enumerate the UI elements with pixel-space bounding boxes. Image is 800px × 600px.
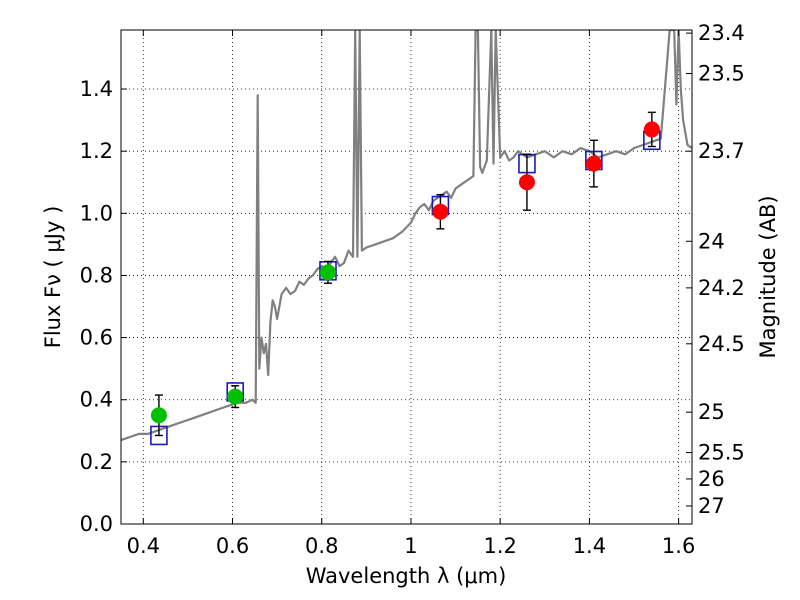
magnitude-tick-label: 23.5 bbox=[698, 61, 745, 85]
x-axis-label: Wavelength λ (μm) bbox=[306, 564, 507, 588]
axis-ticks: 0.4 0.6 0.8 1 1.2 1.4 1.6 0.0 0.2 0.4 0.6 0.8 1.0 1.2… bbox=[80, 21, 745, 558]
data-point-optical bbox=[150, 407, 167, 424]
x-tick-label: 1.4 bbox=[573, 534, 606, 558]
data-point-near-infrared bbox=[643, 121, 660, 138]
y-tick-label: 0.4 bbox=[80, 388, 113, 412]
y2-axis-label: Magnitude (AB) bbox=[756, 195, 780, 358]
magnitude-tick-label: 23.4 bbox=[698, 21, 745, 45]
data-point-near-infrared bbox=[432, 203, 449, 220]
y-tick-label: 1.4 bbox=[80, 77, 113, 101]
y-axis-label: Flux Fν ( μJy ) bbox=[41, 206, 65, 349]
x-tick-label: 0.4 bbox=[127, 534, 160, 558]
y-tick-label: 1.2 bbox=[80, 139, 113, 163]
magnitude-tick-label: 24 bbox=[698, 229, 725, 253]
y-tick-label: 0.0 bbox=[80, 512, 113, 536]
magnitude-tick-label: 27 bbox=[698, 494, 725, 518]
magnitude-tick-label: 24.5 bbox=[698, 332, 745, 356]
observed-photometry bbox=[150, 111, 660, 437]
x-tick-label: 1.6 bbox=[662, 534, 695, 558]
data-point-optical bbox=[319, 264, 336, 281]
magnitude-tick-label: 23.7 bbox=[698, 139, 745, 163]
magnitude-tick-label: 25.5 bbox=[698, 441, 745, 465]
x-tick-label: 0.6 bbox=[216, 534, 249, 558]
model-spectrum-line bbox=[121, 30, 692, 442]
x-tick-label: 1 bbox=[404, 534, 417, 558]
grid-lines bbox=[121, 30, 692, 525]
y-tick-label: 0.6 bbox=[80, 326, 113, 350]
x-tick-label: 0.8 bbox=[305, 534, 338, 558]
model-spectrum bbox=[121, 30, 692, 442]
plot-frame bbox=[120, 29, 693, 525]
data-point-near-infrared bbox=[585, 155, 602, 172]
magnitude-tick-label: 24.2 bbox=[698, 276, 745, 300]
data-point-near-infrared bbox=[518, 174, 535, 191]
x-tick-label: 1.2 bbox=[483, 534, 516, 558]
y-tick-label: 0.2 bbox=[80, 450, 113, 474]
y-tick-label: 0.8 bbox=[80, 263, 113, 287]
magnitude-tick-label: 26 bbox=[698, 467, 725, 491]
magnitude-tick-label: 25 bbox=[698, 400, 725, 424]
y-tick-label: 1.0 bbox=[80, 201, 113, 225]
data-point-optical bbox=[227, 388, 244, 405]
